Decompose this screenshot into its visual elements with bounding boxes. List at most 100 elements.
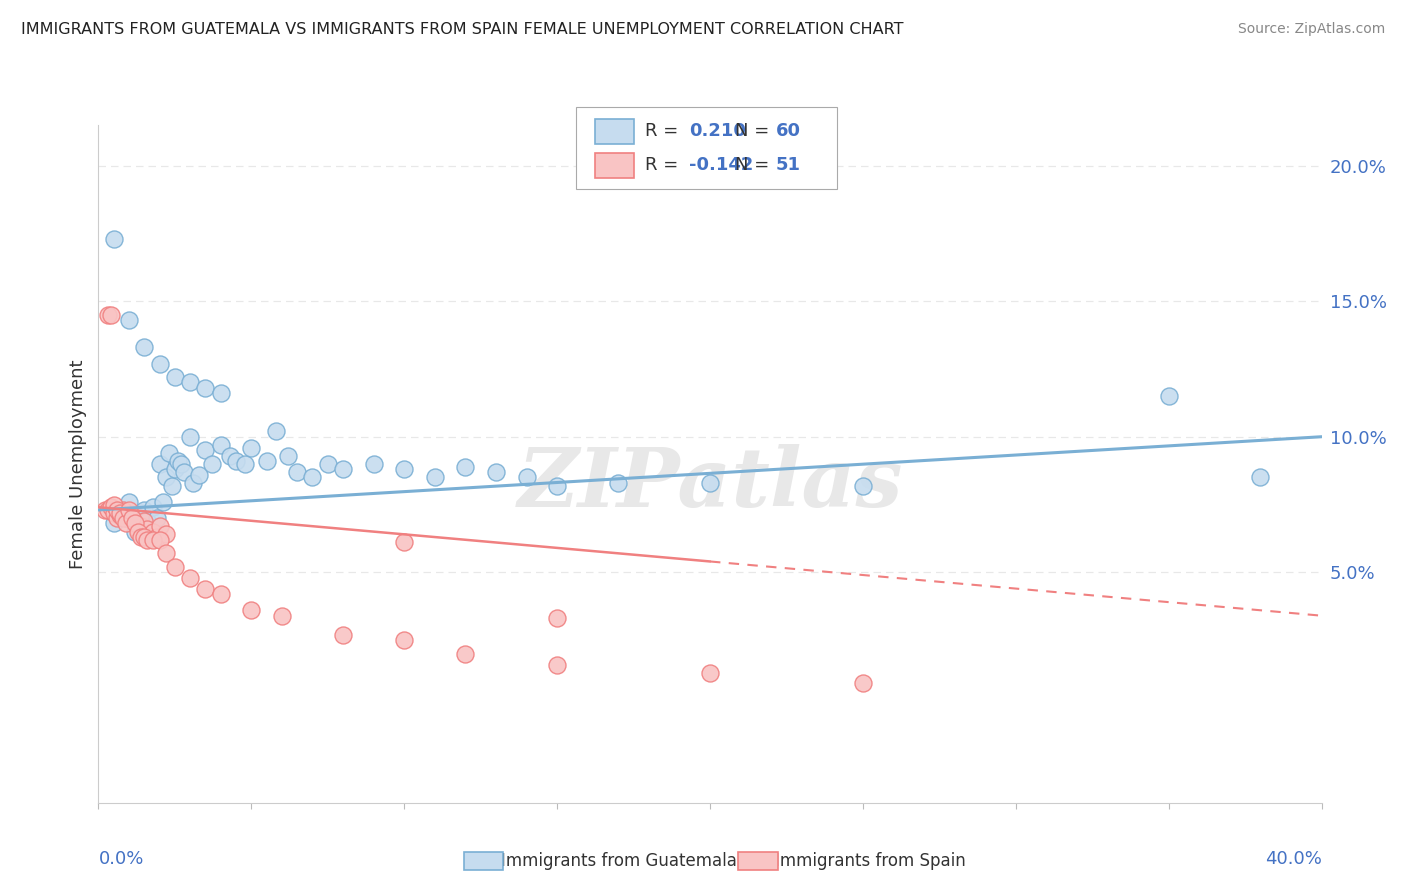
- Point: [200, 457, 222, 471]
- Point: [134, 530, 156, 544]
- Text: N =: N =: [735, 156, 775, 174]
- Text: N =: N =: [735, 122, 775, 140]
- Point: [163, 462, 186, 476]
- Point: [209, 438, 232, 452]
- Text: 60: 60: [776, 122, 801, 140]
- Point: [256, 454, 278, 468]
- Point: [155, 527, 177, 541]
- Point: [145, 511, 167, 525]
- Point: [118, 503, 141, 517]
- Point: [103, 232, 125, 246]
- Point: [852, 676, 875, 690]
- Point: [108, 506, 131, 520]
- Y-axis label: Female Unemployment: Female Unemployment: [69, 359, 87, 568]
- Point: [127, 524, 149, 539]
- Point: [155, 546, 177, 560]
- Text: Source: ZipAtlas.com: Source: ZipAtlas.com: [1237, 22, 1385, 37]
- Point: [111, 503, 134, 517]
- Text: 0.0%: 0.0%: [98, 850, 143, 868]
- Point: [103, 498, 125, 512]
- Point: [363, 457, 385, 471]
- Point: [240, 603, 263, 617]
- Text: Immigrants from Guatemala: Immigrants from Guatemala: [501, 852, 737, 870]
- Point: [1249, 470, 1271, 484]
- Point: [134, 340, 156, 354]
- Point: [124, 516, 146, 531]
- Point: [219, 449, 242, 463]
- Point: [97, 308, 120, 322]
- Point: [264, 425, 287, 439]
- Point: [277, 449, 299, 463]
- Point: [149, 533, 172, 547]
- Point: [233, 457, 256, 471]
- Point: [136, 522, 159, 536]
- Point: [179, 571, 201, 585]
- Point: [170, 457, 193, 471]
- Point: [115, 511, 138, 525]
- Point: [105, 503, 128, 517]
- Point: [152, 495, 174, 509]
- Point: [155, 470, 177, 484]
- Point: [332, 628, 354, 642]
- Point: [139, 527, 162, 541]
- Point: [127, 516, 149, 531]
- Point: [270, 608, 292, 623]
- Point: [142, 500, 165, 515]
- Point: [160, 478, 183, 492]
- Point: [209, 587, 232, 601]
- Point: [546, 611, 568, 625]
- Point: [163, 370, 186, 384]
- Point: [124, 524, 146, 539]
- Point: [699, 475, 721, 490]
- Text: 0.210: 0.210: [689, 122, 745, 140]
- Point: [118, 508, 141, 523]
- Point: [145, 530, 167, 544]
- Point: [139, 530, 162, 544]
- Point: [1157, 389, 1180, 403]
- Point: [97, 503, 120, 517]
- Point: [134, 514, 156, 528]
- Point: [194, 443, 217, 458]
- Point: [105, 511, 128, 525]
- Point: [100, 308, 122, 322]
- Point: [194, 381, 217, 395]
- Point: [179, 430, 201, 444]
- Point: [392, 535, 416, 549]
- Point: [108, 506, 131, 520]
- Point: [188, 467, 211, 482]
- Point: [108, 508, 131, 523]
- Point: [136, 514, 159, 528]
- Point: [240, 441, 263, 455]
- Text: R =: R =: [645, 122, 685, 140]
- Point: [392, 462, 416, 476]
- Point: [454, 647, 477, 661]
- Point: [149, 519, 172, 533]
- Point: [316, 457, 339, 471]
- Text: R =: R =: [645, 156, 685, 174]
- Point: [129, 530, 152, 544]
- Point: [301, 470, 323, 484]
- Point: [225, 454, 247, 468]
- Point: [142, 533, 165, 547]
- Point: [485, 465, 508, 479]
- Point: [209, 386, 232, 401]
- Text: -0.142: -0.142: [689, 156, 754, 174]
- Point: [157, 446, 180, 460]
- Text: 51: 51: [776, 156, 801, 174]
- Point: [136, 533, 159, 547]
- Point: [129, 506, 152, 520]
- Point: [149, 357, 172, 371]
- Point: [163, 560, 186, 574]
- Text: 40.0%: 40.0%: [1265, 850, 1322, 868]
- Point: [332, 462, 354, 476]
- Point: [129, 519, 152, 533]
- Point: [118, 495, 141, 509]
- Text: Immigrants from Spain: Immigrants from Spain: [775, 852, 966, 870]
- Point: [149, 457, 172, 471]
- Point: [546, 478, 568, 492]
- Point: [179, 376, 201, 390]
- Point: [454, 459, 477, 474]
- Point: [194, 582, 217, 596]
- Text: ZIPatlas: ZIPatlas: [517, 444, 903, 524]
- Point: [115, 511, 138, 525]
